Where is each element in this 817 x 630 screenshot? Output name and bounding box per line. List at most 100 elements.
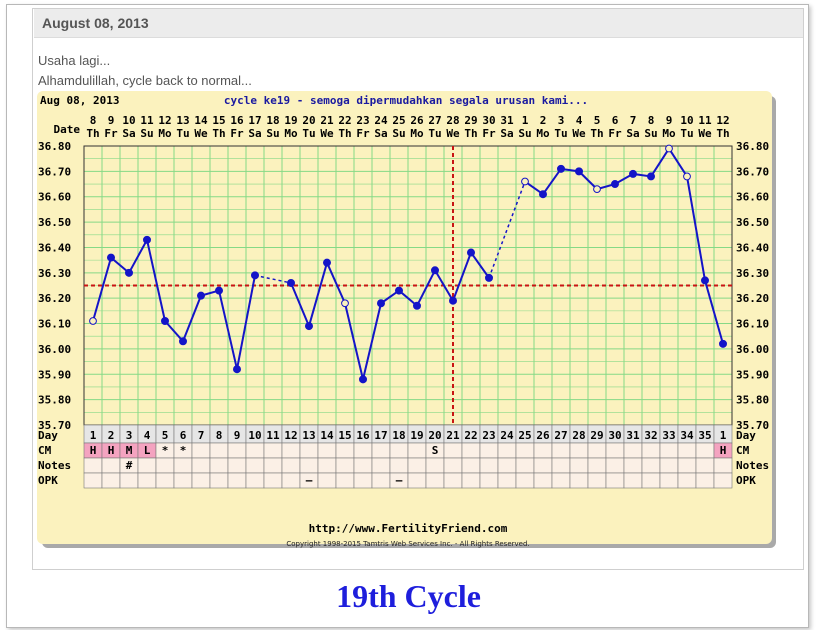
y-tick-right: 36.70 [736, 165, 769, 178]
day-value: 20 [428, 429, 441, 442]
temp-point [287, 278, 296, 287]
weekday-tick: Tu [428, 127, 441, 140]
opk-cell [551, 472, 571, 489]
temp-point [124, 268, 133, 277]
notes-cell [533, 457, 553, 474]
y-tick-left: 35.80 [38, 394, 71, 407]
cm-value: H [90, 444, 97, 457]
notes-cell [317, 457, 337, 474]
footer-copyright: Copyright 1998-2015 Tamtris Web Services… [286, 540, 529, 548]
bbt-chart: Aug 08, 2013 cycle ke19 - semoga dipermud… [37, 91, 776, 548]
day-value: 11 [266, 429, 280, 442]
notes-cell [587, 457, 607, 474]
cm-cell [245, 442, 265, 459]
temp-point [323, 258, 332, 267]
y-tick-left: 35.90 [38, 368, 71, 381]
date-tick: 8 [90, 114, 97, 127]
temp-point [485, 273, 494, 282]
temp-point [700, 276, 709, 285]
notes-cell [155, 457, 175, 474]
weekday-tick: Su [266, 127, 279, 140]
temp-line-segment [668, 147, 688, 177]
cm-value: H [720, 444, 727, 457]
opk-cell [461, 472, 481, 489]
day-value: 6 [180, 429, 187, 442]
opk-cell [713, 472, 733, 489]
notes-cell [461, 457, 481, 474]
temp-point [556, 164, 565, 173]
temp-line-segment [326, 262, 346, 304]
y-tick-right: 36.60 [736, 191, 769, 204]
date-tick: 9 [108, 114, 115, 127]
weekday-tick: Sa [500, 127, 513, 140]
temp-line-segment [128, 239, 148, 274]
date-tick: 7 [630, 114, 637, 127]
cm-cell [641, 442, 661, 459]
cm-cell [659, 442, 679, 459]
opk-cell [407, 472, 427, 489]
temp-point [431, 266, 440, 275]
notes-cell [713, 457, 733, 474]
date-tick: 4 [576, 114, 583, 127]
cm-cell [389, 442, 409, 459]
date-tick: 13 [176, 114, 189, 127]
opk-cell [353, 472, 373, 489]
temp-point [341, 299, 349, 308]
temp-line-segment [686, 176, 706, 281]
weekday-tick: Tu [554, 127, 567, 140]
temp-line-segment [92, 257, 112, 322]
opk-cell [83, 472, 103, 489]
cm-cell [479, 442, 499, 459]
weekday-tick: Mo [410, 127, 424, 140]
y-tick-right: 36.10 [736, 318, 769, 331]
opk-cell [695, 472, 715, 489]
day-value: 5 [162, 429, 169, 442]
day-value: 3 [126, 429, 133, 442]
temp-line-segment [434, 269, 454, 302]
opk-cell [605, 472, 625, 489]
date-tick: 9 [666, 114, 673, 127]
temp-point [718, 339, 727, 348]
temp-point [377, 299, 386, 308]
y-tick-left: 36.20 [38, 292, 71, 305]
date-tick: 14 [194, 114, 208, 127]
post-date-bar: August 08, 2013 [34, 9, 803, 38]
opk-cell [497, 472, 517, 489]
opk-cell [317, 472, 337, 489]
notes-cell [299, 457, 319, 474]
day-value: 15 [338, 429, 351, 442]
temp-point [395, 286, 404, 295]
weekday-tick: Mo [536, 127, 550, 140]
opk-cell [263, 472, 283, 489]
opk-cell [155, 472, 175, 489]
chart-date-label: Aug 08, 2013 [40, 94, 119, 107]
temp-line-segment [578, 170, 598, 190]
weekday-tick: Su [644, 127, 657, 140]
temp-line-segment [542, 168, 562, 195]
temp-line-segment [344, 303, 364, 380]
temp-point [106, 253, 115, 262]
date-tick: 3 [558, 114, 565, 127]
temp-line-segment [218, 290, 238, 370]
day-value: 34 [680, 429, 694, 442]
y-tick-left: 36.70 [38, 165, 71, 178]
date-tick: 28 [446, 114, 459, 127]
day-value: 33 [662, 429, 675, 442]
y-tick-right: 36.40 [736, 241, 769, 254]
opk-cell [119, 472, 139, 489]
notes-cell [623, 457, 643, 474]
cm-cell [605, 442, 625, 459]
post-body [32, 8, 804, 570]
cm-cell [317, 442, 337, 459]
row-label-cm-right: CM [736, 444, 750, 457]
temp-point [215, 286, 224, 295]
y-tick-right: 35.70 [736, 419, 769, 432]
cm-value: M [126, 444, 133, 457]
temp-line-segment [488, 181, 526, 279]
notes-cell [407, 457, 427, 474]
date-tick: 17 [248, 114, 261, 127]
day-value: 12 [284, 429, 297, 442]
temp-line-segment [362, 303, 382, 380]
day-value: 10 [248, 429, 261, 442]
date-tick: 18 [266, 114, 279, 127]
